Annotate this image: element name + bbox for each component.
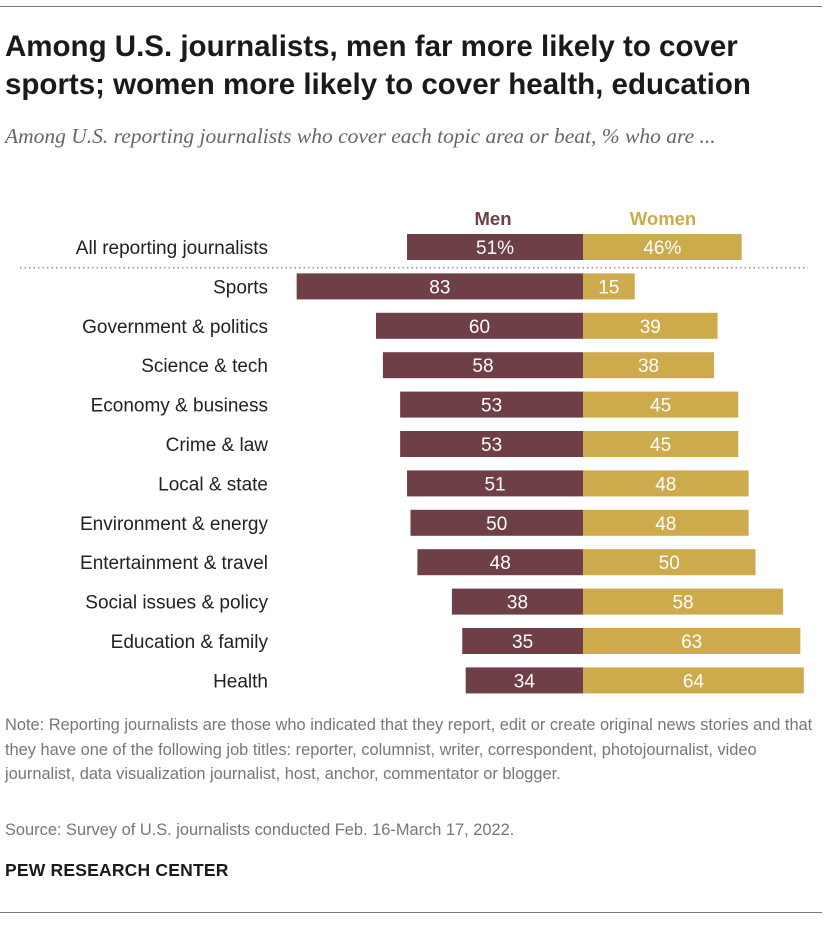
- bar-women: [583, 588, 784, 615]
- chart-subtitle: Among U.S. reporting journalists who cov…: [5, 124, 716, 148]
- bar-men: [400, 391, 583, 418]
- bar-men: [462, 628, 583, 654]
- bar-men: [296, 273, 583, 300]
- bar-women: [583, 470, 749, 497]
- chart-row: Science & tech 58 38: [141, 352, 715, 379]
- brand-logo-text: PEW RESEARCH CENTER: [5, 860, 229, 880]
- top-rule: [0, 6, 822, 7]
- value-label-women: 64: [683, 671, 705, 692]
- value-label-men: 38: [507, 593, 528, 614]
- bar-men: [382, 352, 583, 379]
- chart-row: Local & state 51 48: [158, 470, 749, 497]
- chart-source: Source: Survey of U.S. journalists condu…: [5, 821, 515, 839]
- chart-row: Social issues & policy 38 58: [85, 588, 784, 615]
- bottom-rule: [0, 912, 822, 913]
- bar-men: [407, 470, 583, 497]
- bar-men: [410, 509, 583, 536]
- bar-men: [451, 588, 583, 615]
- value-label-women: 48: [655, 514, 676, 535]
- value-label-women: 50: [659, 553, 680, 574]
- chart-row: Sports 83 15: [213, 273, 635, 300]
- chart-rows: All reporting journalists 51% 46% Sports 83 1…: [20, 234, 808, 694]
- value-label-women: 39: [640, 317, 661, 338]
- chart-note: Note: Reporting journalists are those wh…: [5, 716, 813, 783]
- value-label-women: 48: [655, 474, 676, 495]
- chart-row: Entertainment & travel 48 50: [80, 549, 756, 576]
- value-label-women: 46%: [643, 238, 681, 259]
- value-label-men: 83: [429, 277, 450, 298]
- category-label: Education & family: [111, 632, 269, 653]
- category-label: All reporting journalists: [76, 238, 268, 259]
- category-label: Local & state: [158, 474, 268, 495]
- value-label-men: 34: [514, 671, 536, 692]
- diverging-bar-chart: Men Women All reporting journalists 51% 46%…: [20, 208, 808, 694]
- category-label: Crime & law: [166, 435, 269, 456]
- value-label-men: 51: [484, 474, 505, 495]
- bar-men: [465, 667, 583, 694]
- bar-women: [583, 431, 739, 457]
- chart-row: Health 34 64: [213, 667, 804, 694]
- bar-men: [400, 431, 583, 457]
- legend-women: Women: [630, 208, 696, 229]
- value-label-men: 53: [481, 396, 502, 417]
- bar-women: [583, 628, 801, 654]
- category-label: Health: [213, 671, 268, 692]
- category-label: Environment & energy: [80, 514, 268, 535]
- category-label: Science & tech: [141, 356, 268, 377]
- value-label-women: 45: [650, 435, 671, 456]
- value-label-women: 63: [681, 632, 702, 653]
- bar-women: [583, 667, 804, 694]
- category-label: Economy & business: [91, 396, 268, 417]
- bar-women: [583, 312, 718, 339]
- chart-row: Economy & business 53 45: [91, 391, 739, 418]
- bar-women: [583, 509, 749, 536]
- value-label-men: 48: [490, 553, 511, 574]
- chart-row: Government & politics 60 39: [82, 312, 718, 339]
- chart-legend: Men Women: [475, 208, 697, 229]
- value-label-men: 60: [469, 317, 490, 338]
- bar-women: [583, 273, 635, 300]
- value-label-men: 51%: [476, 238, 514, 259]
- legend-men: Men: [475, 208, 512, 229]
- value-label-men: 53: [481, 435, 502, 456]
- chart-title: Among U.S. journalists, men far more lik…: [5, 30, 751, 101]
- chart-row: Education & family 35 63: [111, 628, 801, 654]
- category-label: Entertainment & travel: [80, 553, 268, 574]
- value-label-women: 45: [650, 396, 671, 417]
- chart-row: Environment & energy 50 48: [80, 509, 749, 536]
- bar-women: [583, 352, 715, 379]
- bar-women: [583, 234, 742, 260]
- chart-row: All reporting journalists 51% 46%: [76, 234, 742, 260]
- bar-women: [583, 391, 739, 418]
- category-label: Government & politics: [82, 317, 268, 338]
- value-label-women: 15: [598, 277, 619, 298]
- value-label-men: 50: [486, 514, 507, 535]
- category-label: Social issues & policy: [85, 593, 268, 614]
- bar-men: [417, 549, 583, 576]
- category-label: Sports: [213, 277, 268, 298]
- bar-women: [583, 549, 756, 576]
- value-label-women: 58: [672, 593, 693, 614]
- value-label-women: 38: [638, 356, 659, 377]
- value-label-men: 35: [512, 632, 533, 653]
- bar-men: [407, 234, 583, 260]
- value-label-men: 58: [472, 356, 493, 377]
- chart-row: Crime & law 53 45: [166, 431, 739, 457]
- bar-men: [376, 312, 583, 339]
